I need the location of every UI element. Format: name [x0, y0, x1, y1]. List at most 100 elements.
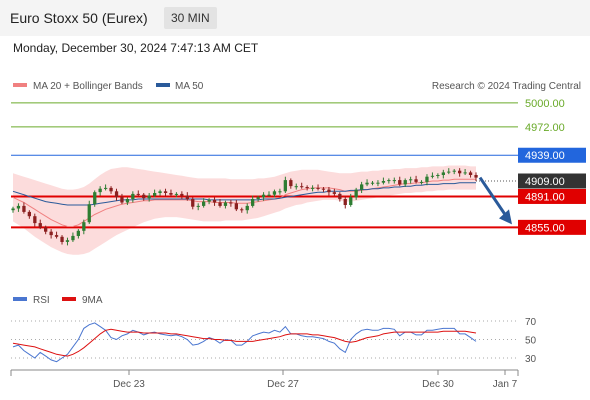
candle-body	[403, 180, 407, 185]
candle-body	[27, 211, 31, 217]
rsi-legend-swatch	[13, 297, 27, 301]
candle-body	[283, 180, 287, 192]
candle-body	[332, 192, 336, 194]
x-axis: Dec 23 Dec 27 Dec 30 Jan 7	[113, 370, 518, 390]
candle-body	[409, 179, 413, 181]
candle-body	[136, 193, 140, 195]
candle-body	[398, 180, 402, 185]
rsi-line	[12, 322, 477, 363]
instrument-title: Euro Stoxx 50 (Eurex)	[10, 10, 148, 26]
candle-body	[316, 187, 320, 189]
rsi-panel: 70 50 30	[11, 317, 537, 365]
candle-body	[82, 222, 86, 231]
candle-body	[49, 231, 53, 236]
candle-body	[305, 187, 309, 188]
candle-body	[463, 172, 467, 174]
candle-body	[360, 184, 364, 190]
price-levels	[11, 102, 583, 229]
candle-body	[327, 189, 331, 193]
candle-body	[109, 187, 113, 192]
candle-body	[419, 181, 424, 183]
candle-body	[251, 199, 255, 206]
candle-body	[87, 204, 91, 223]
candle-body	[71, 235, 75, 241]
candle-body	[430, 175, 435, 177]
candle-body	[436, 175, 440, 176]
candle-body	[321, 188, 326, 190]
candle-body	[452, 170, 456, 172]
level-tag-4855.00	[518, 219, 586, 235]
candle-body	[261, 194, 266, 198]
candle-body	[300, 186, 304, 188]
rsi-tick-50: 50	[525, 336, 537, 347]
candle-body	[392, 180, 396, 182]
x-tick-label: Dec 23	[113, 379, 145, 390]
current-price-label: 4909.00	[525, 176, 565, 188]
x-tick-label: Dec 30	[422, 379, 454, 390]
candle-body	[65, 240, 70, 242]
candle-body	[60, 236, 64, 242]
level-tag-4939.00	[518, 147, 586, 163]
candle-body	[142, 194, 146, 199]
rsi-ma-line	[12, 328, 477, 357]
candle-body	[33, 216, 37, 224]
candle-body	[349, 197, 353, 205]
candle-body	[223, 202, 228, 206]
candle-body	[458, 170, 462, 174]
candle-body	[365, 182, 369, 185]
forecast-arrow-shaft	[478, 176, 509, 219]
rsi-tick-70: 70	[525, 317, 537, 328]
candle-body	[22, 205, 26, 212]
candle-body	[16, 205, 21, 209]
candle-body	[229, 202, 233, 204]
x-tick-label: Dec 27	[267, 379, 299, 390]
candle-body	[163, 191, 168, 193]
candle-body	[120, 197, 124, 203]
current-price-tag	[518, 173, 586, 189]
level-labels: 5000.00 4972.00 4939.00 4891.00 4855.00 4909.…	[518, 98, 586, 235]
candle-body	[354, 189, 358, 198]
candle-body	[289, 180, 293, 187]
level-label-5000.00: 5000.00	[525, 98, 565, 110]
level-tag-4891.00	[518, 188, 586, 204]
candle-body	[207, 199, 211, 202]
timestamp: Monday, December 30, 2024 7:47:13 AM CET	[13, 41, 259, 55]
rsi-ma-legend-swatch	[62, 297, 76, 301]
candle-body	[44, 227, 48, 232]
candle-body	[185, 195, 189, 199]
x-tick-label: Jan 7	[493, 379, 518, 390]
candle-body	[147, 195, 151, 199]
candle-body	[425, 176, 429, 182]
candle-body	[158, 191, 162, 193]
ma20-legend-swatch	[13, 83, 27, 87]
candle-body	[191, 199, 195, 207]
candle-body	[376, 182, 380, 184]
candle-body	[104, 187, 108, 189]
candle-body	[278, 191, 282, 193]
candle-body	[125, 199, 130, 203]
candle-body	[76, 230, 80, 236]
bollinger-band-area	[13, 165, 476, 255]
candle-body	[240, 209, 244, 211]
candle-body	[114, 191, 119, 198]
credit-text: Research © 2024 Trading Central	[432, 81, 581, 92]
candle-body	[468, 172, 473, 175]
candle-body	[294, 186, 298, 188]
candle-body	[196, 205, 200, 207]
rsi-ma-legend-label: 9MA	[82, 295, 103, 306]
candle-body	[267, 194, 271, 196]
candle-body	[93, 192, 97, 205]
candle-body	[38, 223, 42, 228]
candle-body	[338, 193, 342, 200]
candle-body	[370, 182, 375, 184]
candle-body	[212, 199, 217, 203]
candle-body	[54, 235, 59, 237]
timeframe-button[interactable]: 30 MIN	[164, 7, 217, 29]
candle-body	[245, 205, 249, 211]
candle-body	[343, 199, 347, 205]
bollinger-bands	[13, 165, 476, 255]
forecast-arrow	[478, 176, 512, 225]
candle-body	[311, 187, 315, 189]
candle-body	[256, 197, 260, 199]
